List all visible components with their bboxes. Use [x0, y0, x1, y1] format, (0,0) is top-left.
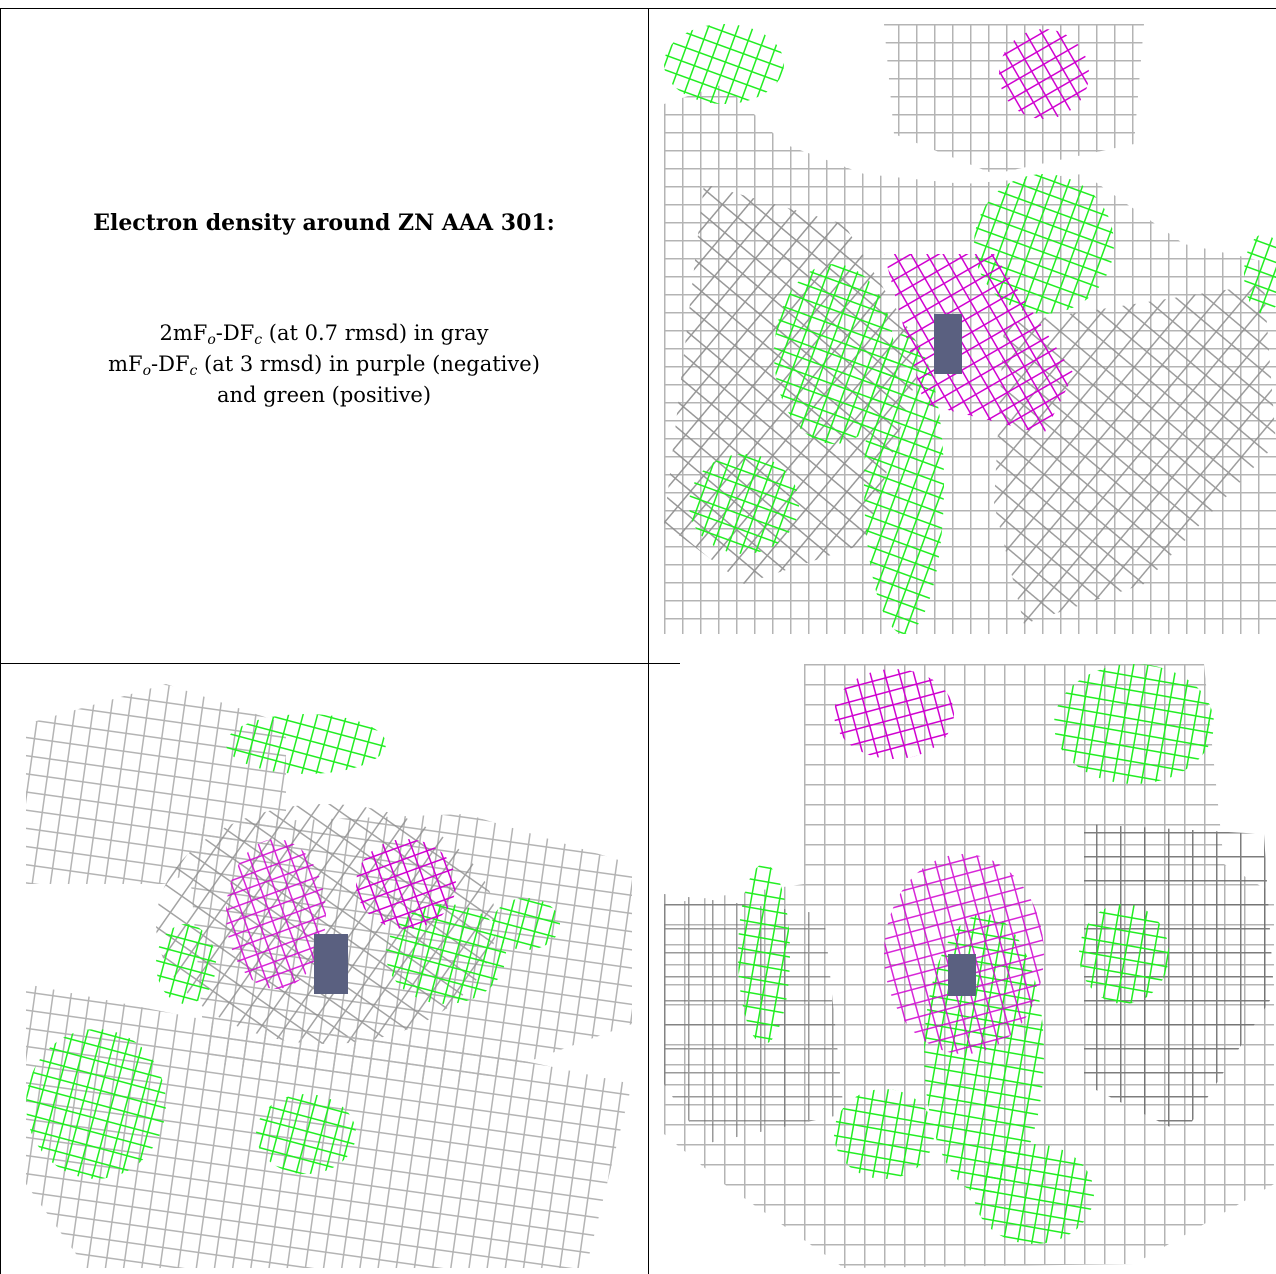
positive-density-mesh — [26, 714, 560, 1179]
negative-density-mesh — [226, 839, 456, 989]
caption-description: 2mFo-DFc (at 0.7 rmsd) in gray mFo-DFc (… — [0, 318, 648, 411]
caption-line-mfo: mFo-DFc (at 3 rmsd) in purple (negative) — [108, 352, 540, 379]
negative-density-mesh — [884, 29, 1089, 434]
view-bottom-left — [26, 664, 632, 1268]
caption-cell: Electron density around ZN AAA 301: 2mFo… — [0, 0, 648, 656]
positive-density-mesh — [664, 24, 1276, 634]
caption-line-green: and green (positive) — [216, 383, 432, 407]
zinc-atom — [314, 934, 348, 994]
border-row — [0, 663, 680, 664]
zinc-atom — [948, 954, 976, 996]
view-top-right — [664, 24, 1276, 634]
caption-title: Electron density around ZN AAA 301: — [93, 210, 555, 236]
caption-line-2mfo: 2mFo-DFc (at 0.7 rmsd) in gray — [159, 321, 489, 348]
border-left — [0, 8, 1, 1274]
positive-density-mesh — [738, 664, 1214, 1244]
view-bottom-right — [664, 664, 1274, 1268]
border-middle — [648, 8, 649, 1274]
border-top — [0, 8, 1276, 9]
zinc-atom — [934, 314, 962, 374]
